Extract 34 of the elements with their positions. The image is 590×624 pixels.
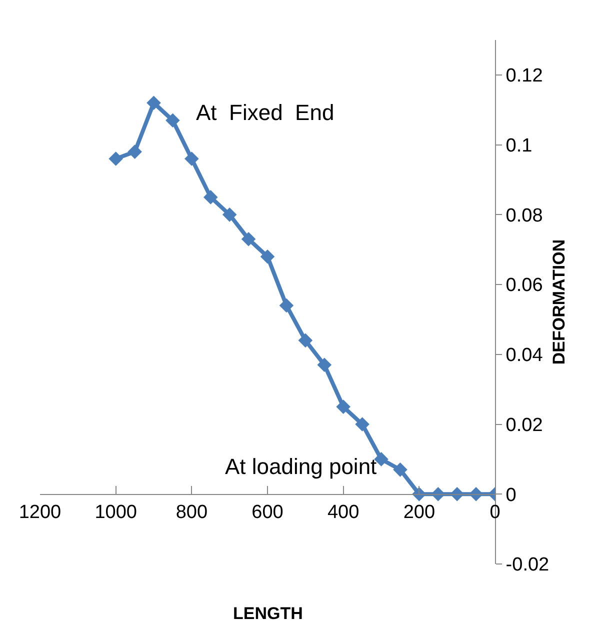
y-tick-label: 0.02 (506, 414, 543, 436)
x-axis-title: LENGTH (233, 604, 303, 623)
point (146, 96, 161, 110)
point (317, 358, 332, 372)
point (203, 190, 218, 204)
point (222, 208, 237, 222)
y-tick-label: 0.04 (506, 345, 544, 366)
y-tick-label: 0.1 (506, 135, 532, 156)
x-tick-label: 200 (403, 502, 436, 523)
y-tick-label: 0 (506, 484, 516, 506)
point (298, 333, 313, 348)
x-tick-label: 0 (490, 502, 500, 523)
point (128, 144, 142, 159)
x-tick-label: 800 (176, 502, 208, 523)
y-tick-label: 0.06 (506, 275, 543, 296)
point (241, 232, 256, 246)
x-tick-label: 600 (252, 502, 284, 523)
point (355, 417, 370, 432)
point (166, 113, 180, 128)
annotation: At loading point (225, 454, 377, 479)
point (184, 152, 199, 166)
y-tick-label: -0.02 (506, 554, 550, 576)
point (108, 152, 123, 166)
y-tick-label: 0.12 (506, 66, 543, 87)
annotation: At Fixed End (196, 100, 334, 125)
x-tick-label: 400 (327, 502, 360, 523)
point (393, 462, 408, 477)
point (279, 298, 294, 313)
y-tick-label: 0.08 (506, 205, 543, 226)
point (336, 400, 350, 414)
point (260, 249, 275, 264)
x-tick-label: 1000 (94, 502, 137, 523)
x-tick-label: 1200 (18, 502, 62, 523)
y-axis-title: DEFORMATION (550, 239, 569, 365)
